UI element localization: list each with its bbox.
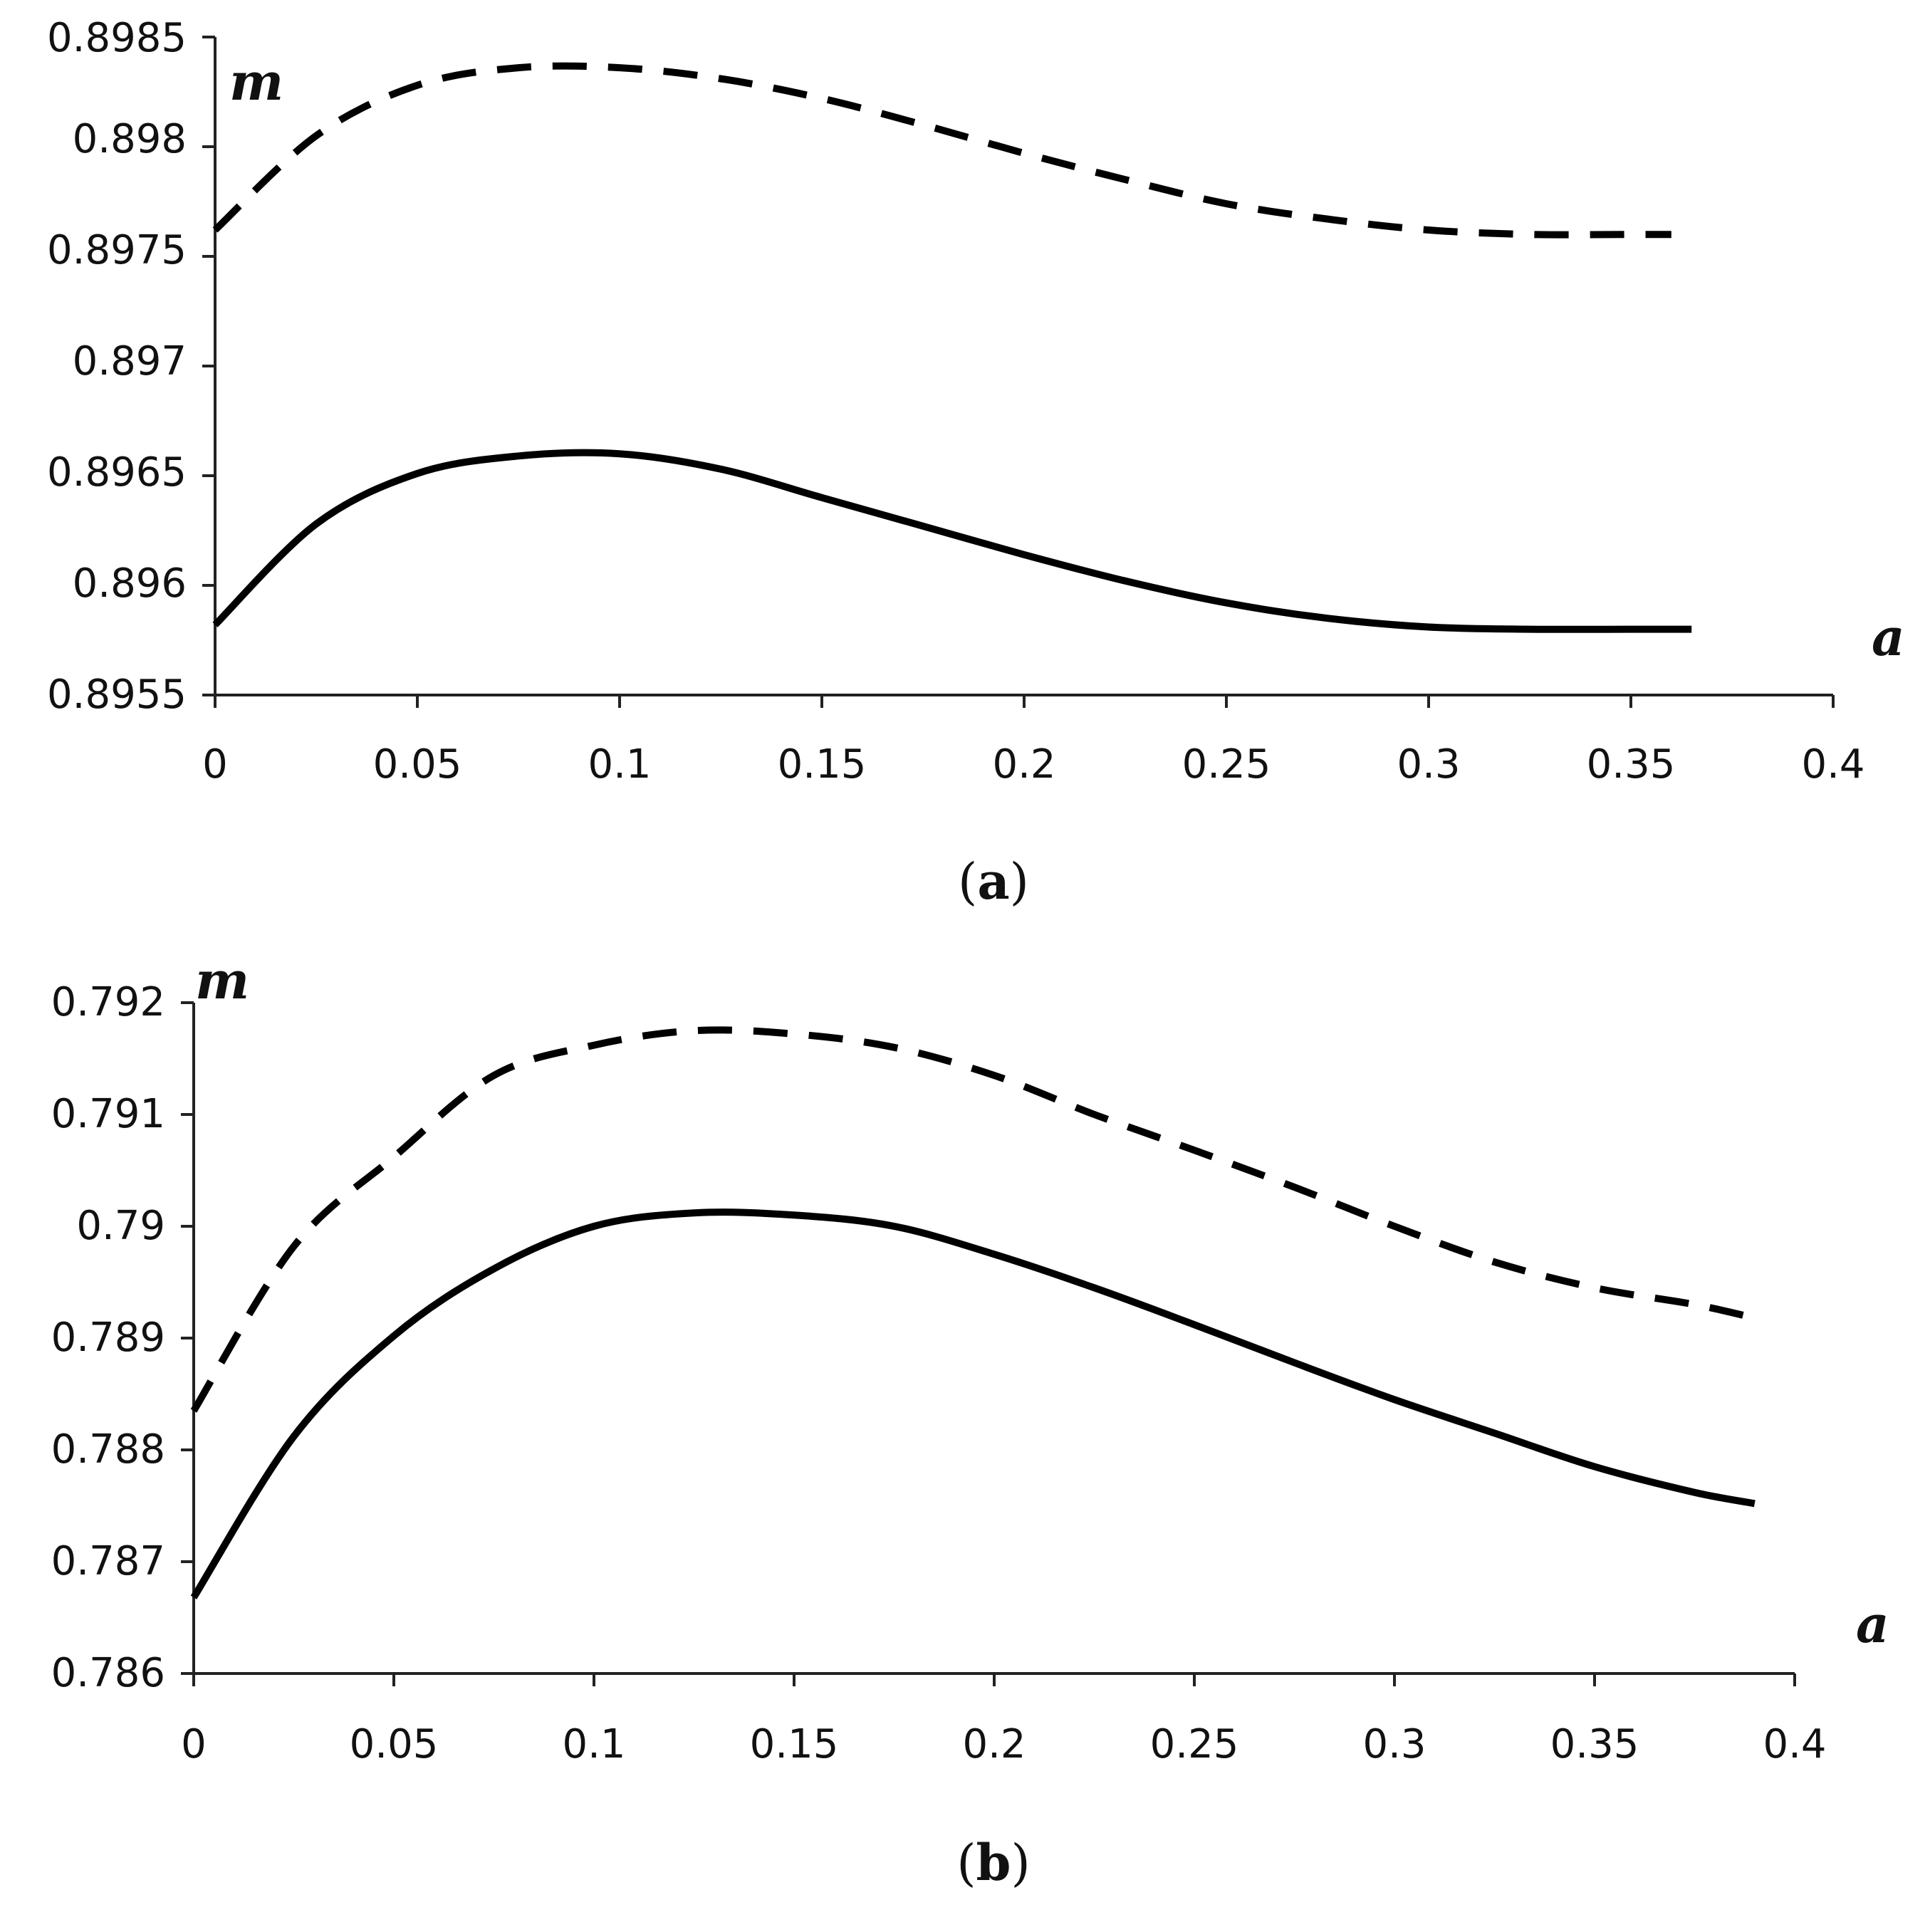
- x-tick-label: 0.3: [1362, 1721, 1426, 1767]
- chart-panel-a: 0.8955 0.896 0.8965 0.897 0.8975 0.898 0…: [47, 15, 1905, 911]
- x-tick-label: 0.2: [962, 1721, 1026, 1767]
- y-tick-label: 0.786: [51, 1650, 165, 1696]
- y-tick-label: 0.791: [51, 1091, 165, 1137]
- x-axis-label: a: [1872, 607, 1905, 667]
- x-tick-label: 0.15: [750, 1721, 839, 1767]
- x-tick-label: 0.4: [1763, 1721, 1826, 1767]
- series-line-dashed: [212, 62, 1671, 239]
- x-tick-label: 0: [202, 741, 228, 788]
- y-tick-label: 0.788: [51, 1426, 165, 1473]
- x-tick-label: 0.25: [1150, 1721, 1239, 1767]
- y-tick-label: 0.897: [73, 338, 187, 385]
- x-tick-label: 0.2: [992, 741, 1055, 788]
- series-line-solid: [190, 1208, 1756, 1599]
- x-tick-label: 0.3: [1397, 741, 1460, 788]
- y-tick-labels-a: 0.8955 0.896 0.8965 0.897 0.8975 0.898 0…: [47, 15, 187, 718]
- y-tick-label: 0.79: [76, 1203, 165, 1249]
- x-tick-label: 0.05: [373, 741, 462, 788]
- chart-panel-b: 0.786 0.787 0.788 0.789 0.79 0.791 0.792…: [51, 950, 1889, 1892]
- panel-caption-a: (a): [958, 852, 1029, 911]
- y-axis-label: m: [229, 51, 283, 112]
- x-tick-label: 0.35: [1587, 741, 1676, 788]
- panel-caption-b: (b): [956, 1833, 1031, 1892]
- y-tick-label: 0.787: [51, 1538, 165, 1584]
- x-tick-label: 0: [181, 1721, 207, 1767]
- x-tick-label: 0.35: [1550, 1721, 1639, 1767]
- x-tick-label: 0.15: [778, 741, 867, 788]
- y-tick-label: 0.8985: [47, 15, 187, 61]
- series-line-dashed: [190, 1026, 1756, 1413]
- y-tick-label: 0.8965: [47, 449, 187, 496]
- y-axis-label: m: [195, 950, 249, 1011]
- y-tick-label: 0.792: [51, 979, 165, 1025]
- x-tick-label: 0.1: [588, 741, 651, 788]
- x-tick-label: 0.05: [350, 1721, 439, 1767]
- y-tick-label: 0.789: [51, 1315, 165, 1361]
- x-tick-label: 0.25: [1182, 741, 1271, 788]
- x-tick-labels-a: 0 0.05 0.1 0.15 0.2 0.25 0.3 0.35 0.4: [202, 741, 1864, 788]
- y-tick-labels-b: 0.786 0.787 0.788 0.789 0.79 0.791 0.792: [51, 979, 165, 1696]
- x-tick-label: 0.4: [1801, 741, 1864, 788]
- y-tick-label: 0.8955: [47, 672, 187, 718]
- y-tick-label: 0.8975: [47, 227, 187, 273]
- x-axis-label: a: [1856, 1594, 1889, 1654]
- y-tick-label: 0.898: [73, 116, 187, 162]
- y-tick-label: 0.896: [73, 560, 187, 607]
- x-tick-labels-b: 0 0.05 0.1 0.15 0.2 0.25 0.3 0.35 0.4: [181, 1721, 1826, 1767]
- x-tick-label: 0.1: [562, 1721, 625, 1767]
- series-line-solid: [212, 449, 1692, 633]
